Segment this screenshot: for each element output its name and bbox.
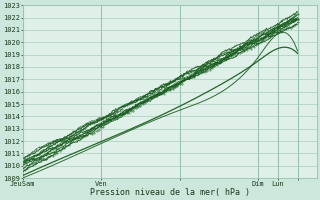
X-axis label: Pression niveau de la mer( hPa ): Pression niveau de la mer( hPa ): [90, 188, 250, 197]
